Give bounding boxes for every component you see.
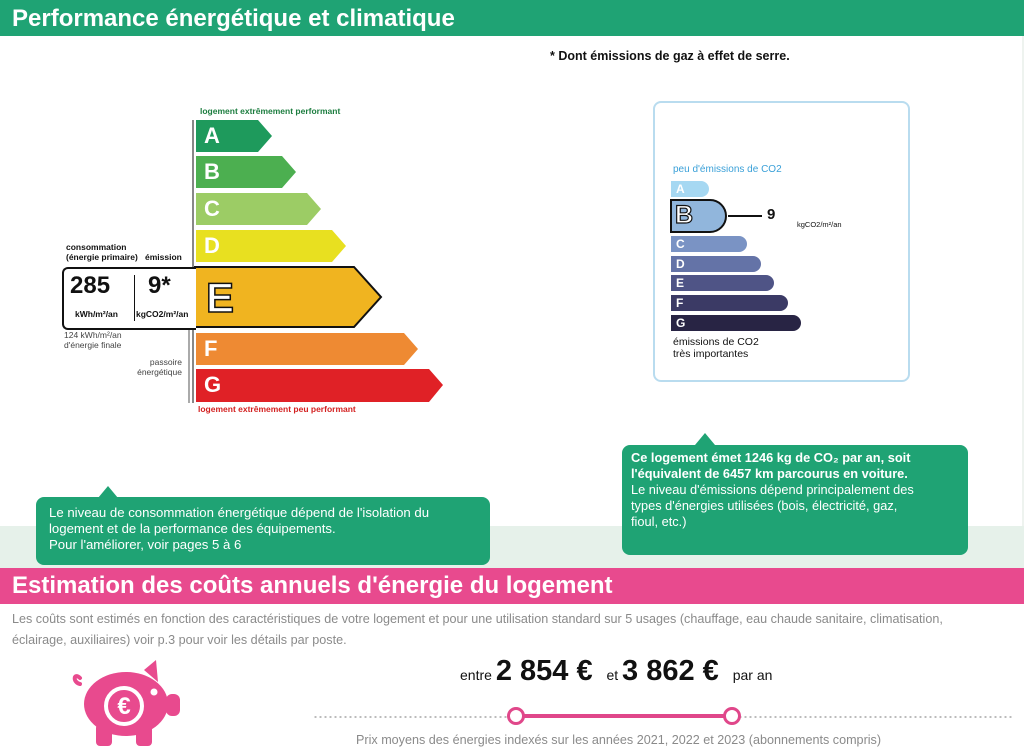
callout-left-pointer bbox=[98, 486, 118, 498]
emission-info-callout: Ce logement émet 1246 kg de CO₂ par an, … bbox=[622, 445, 968, 555]
callout-right-bold-line2: l'équivalent de 6457 km parcourus en voi… bbox=[631, 466, 908, 481]
co2-top-caption: peu d'émissions de CO2 bbox=[673, 164, 782, 175]
value-divider bbox=[134, 275, 135, 321]
co2-bottom-caption-line1: émissions de CO2 bbox=[673, 336, 759, 348]
co2-current-letter: B bbox=[674, 200, 694, 229]
top-panel bbox=[0, 36, 1024, 526]
final-energy-line1: 124 kWh/m²/an bbox=[64, 330, 122, 340]
dpe-current-letter: E bbox=[205, 273, 235, 322]
co2-band-letter: E bbox=[676, 276, 685, 290]
co2-band-d: D bbox=[671, 256, 761, 272]
callout-right-line5: fioul, etc.) bbox=[631, 514, 687, 529]
co2-band-a: A bbox=[671, 181, 709, 197]
callout-right-line4: types d'énergies utilisées (bois, électr… bbox=[631, 498, 898, 513]
callout-left-line2: logement et de la performance des équipe… bbox=[49, 521, 336, 536]
co2-unit: kgCO2/m²/an bbox=[797, 220, 842, 229]
costs-description-line1: Les coûts sont estimés en fonction des c… bbox=[12, 612, 943, 626]
cost-connector: et bbox=[606, 667, 619, 683]
dpe-band-e-current: E bbox=[194, 266, 384, 328]
emission-unit: kgCO2/m²/an bbox=[136, 309, 189, 319]
dpe-band-a: A bbox=[196, 120, 272, 152]
dpe-bottom-caption: logement extrêmement peu performant bbox=[198, 404, 356, 414]
passoire-line1: passoire bbox=[149, 357, 182, 367]
co2-band-b-current: B bbox=[670, 199, 728, 238]
co2-band-c: C bbox=[671, 236, 747, 252]
consumption-info-callout: Le niveau de consommation énergétique dé… bbox=[36, 497, 490, 565]
co2-band-letter: F bbox=[676, 296, 684, 310]
callout-left-line3: Pour l'améliorer, voir pages 5 à 6 bbox=[49, 537, 242, 552]
cost-min-marker bbox=[507, 707, 525, 725]
cost-range: entre 2 854 € et 3 862 € par an bbox=[460, 655, 772, 688]
passoire-line2: énergétique bbox=[137, 367, 182, 377]
cost-max-marker bbox=[723, 707, 741, 725]
cost-suffix: par an bbox=[732, 667, 773, 683]
co2-bottom-caption: émissions de CO2 très importantes bbox=[673, 336, 759, 360]
consumption-label: consommation (énergie primaire) bbox=[66, 242, 138, 262]
co2-bottom-caption-line2: très importantes bbox=[673, 348, 749, 360]
dpe-band-letter: F bbox=[204, 336, 218, 361]
cost-prefix: entre bbox=[460, 667, 492, 683]
co2-band-letter: D bbox=[676, 257, 685, 271]
consumption-label-line1: consommation bbox=[66, 242, 127, 252]
piggy-bank-euro-icon: € bbox=[66, 656, 182, 753]
co2-band-f: F bbox=[671, 295, 788, 311]
dpe-band-d: D bbox=[196, 230, 346, 262]
co2-value: 9 bbox=[767, 206, 776, 223]
dpe-band-letter: C bbox=[204, 196, 220, 221]
cost-range-bar bbox=[516, 714, 732, 718]
emission-value: 9* bbox=[148, 272, 171, 299]
co2-band-letter: G bbox=[676, 316, 686, 330]
passoire-axis bbox=[188, 330, 190, 403]
callout-right-pointer bbox=[695, 433, 715, 445]
consumption-value: 285 bbox=[70, 272, 111, 299]
emission-label: émission bbox=[145, 252, 182, 262]
consumption-unit: kWh/m²/an bbox=[75, 309, 118, 319]
dpe-band-letter: G bbox=[204, 372, 222, 397]
co2-band-g: G bbox=[671, 315, 801, 331]
dpe-value-box: 285 kWh/m²/an 9* kgCO2/m²/an bbox=[62, 267, 196, 330]
cost-min: 2 854 € bbox=[495, 655, 593, 687]
callout-right-line3: Le niveau d'émissions dépend principalem… bbox=[631, 482, 914, 497]
consumption-label-line2: (énergie primaire) bbox=[66, 252, 138, 262]
dpe-top-caption: logement extrêmement performant bbox=[200, 106, 341, 116]
dpe-band-f: F bbox=[196, 333, 418, 365]
costs-description: Les coûts sont estimés en fonction des c… bbox=[12, 609, 1012, 651]
energy-performance-header: Performance énergétique et climatique bbox=[0, 0, 1024, 36]
passoire-label: passoire énergétique bbox=[130, 357, 182, 377]
dpe-band-letter: B bbox=[204, 159, 220, 184]
scale-axis bbox=[192, 120, 194, 403]
callout-left-line1: Le niveau de consommation énergétique dé… bbox=[49, 505, 430, 520]
dpe-band-c: C bbox=[196, 193, 321, 225]
final-energy-note: 124 kWh/m²/an d'énergie finale bbox=[64, 330, 122, 350]
page-title: Performance énergétique et climatique bbox=[12, 5, 455, 32]
co2-pointer-line bbox=[728, 215, 762, 217]
dpe-band-letter: D bbox=[204, 233, 220, 258]
callout-right-bold-line1: Ce logement émet 1246 kg de CO₂ par an, … bbox=[631, 450, 911, 465]
svg-text:€: € bbox=[117, 693, 130, 720]
footnote: * Dont émissions de gaz à effet de serre… bbox=[550, 49, 790, 63]
dpe-band-b: B bbox=[196, 156, 296, 188]
co2-band-letter: A bbox=[676, 182, 685, 196]
costs-header: Estimation des coûts annuels d'énergie d… bbox=[0, 568, 1024, 604]
dpe-band-g: G bbox=[196, 369, 443, 402]
co2-band-e: E bbox=[671, 275, 774, 291]
costs-description-line2: éclairage, auxiliaires) voir p.3 pour vo… bbox=[12, 633, 347, 647]
dpe-band-letter: A bbox=[204, 123, 220, 148]
cost-max: 3 862 € bbox=[622, 655, 719, 687]
co2-band-letter: C bbox=[676, 237, 685, 251]
costs-title: Estimation des coûts annuels d'énergie d… bbox=[12, 572, 613, 599]
price-index-note: Prix moyens des énergies indexés sur les… bbox=[356, 733, 882, 747]
final-energy-line2: d'énergie finale bbox=[64, 340, 122, 350]
